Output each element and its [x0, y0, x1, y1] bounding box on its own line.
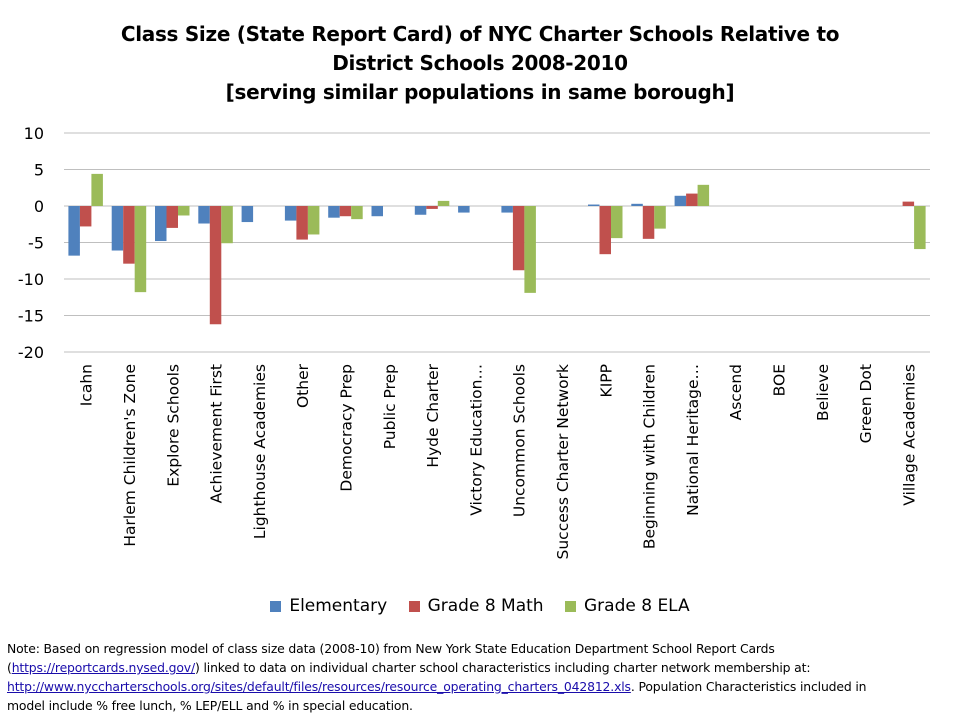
bar-grade-8-math	[512, 206, 525, 271]
legend-label-grade-8-math: Grade 8 Math	[427, 596, 544, 616]
y-tick-label: -5	[28, 234, 44, 253]
bar-elementary	[284, 206, 297, 221]
x-tick-label: BOE	[770, 364, 788, 396]
bar-grade-8-math	[209, 206, 222, 325]
bar-elementary	[111, 206, 124, 251]
footnote-line-2-text: ) linked to data on individual charter s…	[195, 660, 811, 675]
y-tick-label: 10	[24, 124, 44, 143]
charter-schools-data-link[interactable]: http://www.nyccharterschools.org/sites/d…	[7, 679, 631, 694]
bar-grade-8-ela	[307, 206, 320, 235]
legend-swatch-grade-8-math	[408, 600, 420, 612]
x-tick-label: Believe	[814, 364, 832, 421]
x-tick-label: Democracy Prep	[337, 364, 355, 492]
bar-chart: 10 5 0 -5 -10 -15 -20 Icahn Harlem Children's Zo…	[18, 124, 930, 559]
bar-grade-8-math	[296, 206, 308, 240]
bar-grade-8-math	[642, 206, 655, 239]
bar-elementary	[68, 206, 80, 256]
bar-elementary	[631, 203, 643, 206]
footnote: Note: Based on regression model of class…	[7, 639, 955, 715]
legend-label-grade-8-ela: Grade 8 ELA	[583, 596, 690, 616]
bar-grade-8-math	[123, 206, 135, 264]
footnote-line-4: model include % free lunch, % LEP/ELL an…	[7, 698, 413, 713]
bar-grade-8-math	[599, 206, 611, 255]
bar-elementary	[198, 206, 210, 224]
footnote-paren-open: (	[7, 660, 12, 675]
bar-grade-8-math	[426, 206, 438, 209]
bar-grade-8-math	[79, 206, 92, 227]
x-tick-label: Achievement First	[208, 364, 226, 503]
bar-elementary	[371, 206, 383, 217]
chart-title-line-2: District Schools 2008-2010	[332, 51, 628, 75]
x-tick-label: Uncommon Schools	[511, 364, 529, 517]
chart-legend: Elementary Grade 8 Math Grade 8 ELA	[0, 596, 960, 617]
x-tick-label: Victory Education…	[467, 364, 485, 516]
bar-elementary	[414, 206, 427, 215]
bar-elementary	[328, 206, 340, 218]
legend-swatch-grade-8-ela	[564, 600, 576, 612]
bar-grade-8-math	[902, 201, 915, 206]
bar-elementary	[674, 195, 687, 206]
x-tick-label: Success Charter Network	[554, 364, 572, 559]
bar-grade-8-ela	[611, 206, 623, 239]
bar-grade-8-ela	[697, 184, 710, 206]
chart-title-line-3: [serving similar populations in same bor…	[225, 80, 735, 104]
bar-grade-8-ela	[91, 173, 103, 206]
x-tick-label: Public Prep	[381, 364, 399, 449]
footnote-line-2: (https://reportcards.nysed.gov/) linked …	[7, 658, 955, 677]
y-tick-label: -15	[18, 307, 44, 326]
bar-elementary	[458, 206, 470, 213]
footnote-line-3-text: . Population Characteristics included in	[630, 679, 867, 694]
x-tick-label: Hyde Charter	[424, 363, 442, 467]
bar-grade-8-ela	[221, 206, 233, 244]
x-tick-label: Ascend	[727, 364, 745, 420]
y-tick-label: -10	[18, 270, 44, 289]
bar-grade-8-ela	[654, 206, 666, 229]
legend-item-grade-8-ela: Grade 8 ELA	[564, 596, 690, 616]
x-tick-label: Explore Schools	[164, 364, 182, 487]
footnote-line-1: Note: Based on regression model of class…	[7, 641, 775, 656]
x-tick-label: Icahn	[78, 364, 96, 406]
bar-elementary	[588, 204, 600, 206]
x-tick-label: Beginning with Children	[641, 364, 659, 549]
x-tick-label: National Heritage…	[684, 364, 702, 516]
x-tick-label: Harlem Children's Zone	[121, 364, 139, 547]
bar-grade-8-ela	[437, 200, 450, 206]
bar-elementary	[155, 206, 167, 242]
bar-grade-8-ela	[351, 206, 363, 220]
report-cards-link[interactable]: https://reportcards.nysed.gov/	[11, 660, 196, 675]
x-tick-label: Green Dot	[857, 364, 875, 443]
bar-grade-8-ela	[134, 206, 147, 293]
x-tick-label: Other	[294, 363, 312, 408]
bar-elementary	[501, 206, 513, 213]
bar-grade-8-math	[166, 206, 178, 228]
x-tick-label: KIPP	[597, 364, 615, 397]
y-tick-label: -20	[18, 343, 44, 362]
y-tick-label: 5	[34, 161, 44, 180]
bar-grade-8-ela	[524, 206, 536, 293]
footnote-line-3: http://www.nyccharterschools.org/sites/d…	[7, 677, 955, 696]
bar-grade-8-ela	[178, 206, 190, 216]
legend-item-elementary: Elementary	[270, 596, 387, 616]
legend-label-elementary: Elementary	[289, 596, 388, 616]
x-tick-label: Village Academies	[900, 364, 918, 506]
legend-swatch-elementary	[270, 600, 282, 612]
y-tick-label: 0	[34, 197, 44, 216]
chart-title: Class Size (State Report Card) of NYC Ch…	[0, 20, 960, 107]
bar-grade-8-math	[686, 193, 698, 206]
x-tick-label: Lighthouse Academies	[251, 364, 269, 539]
bar-grade-8-math	[339, 206, 352, 217]
bar-grade-8-ela	[914, 206, 926, 250]
chart-title-line-1: Class Size (State Report Card) of NYC Ch…	[120, 22, 840, 46]
legend-item-grade-8-math: Grade 8 Math	[408, 596, 544, 616]
bar-elementary	[241, 206, 254, 223]
